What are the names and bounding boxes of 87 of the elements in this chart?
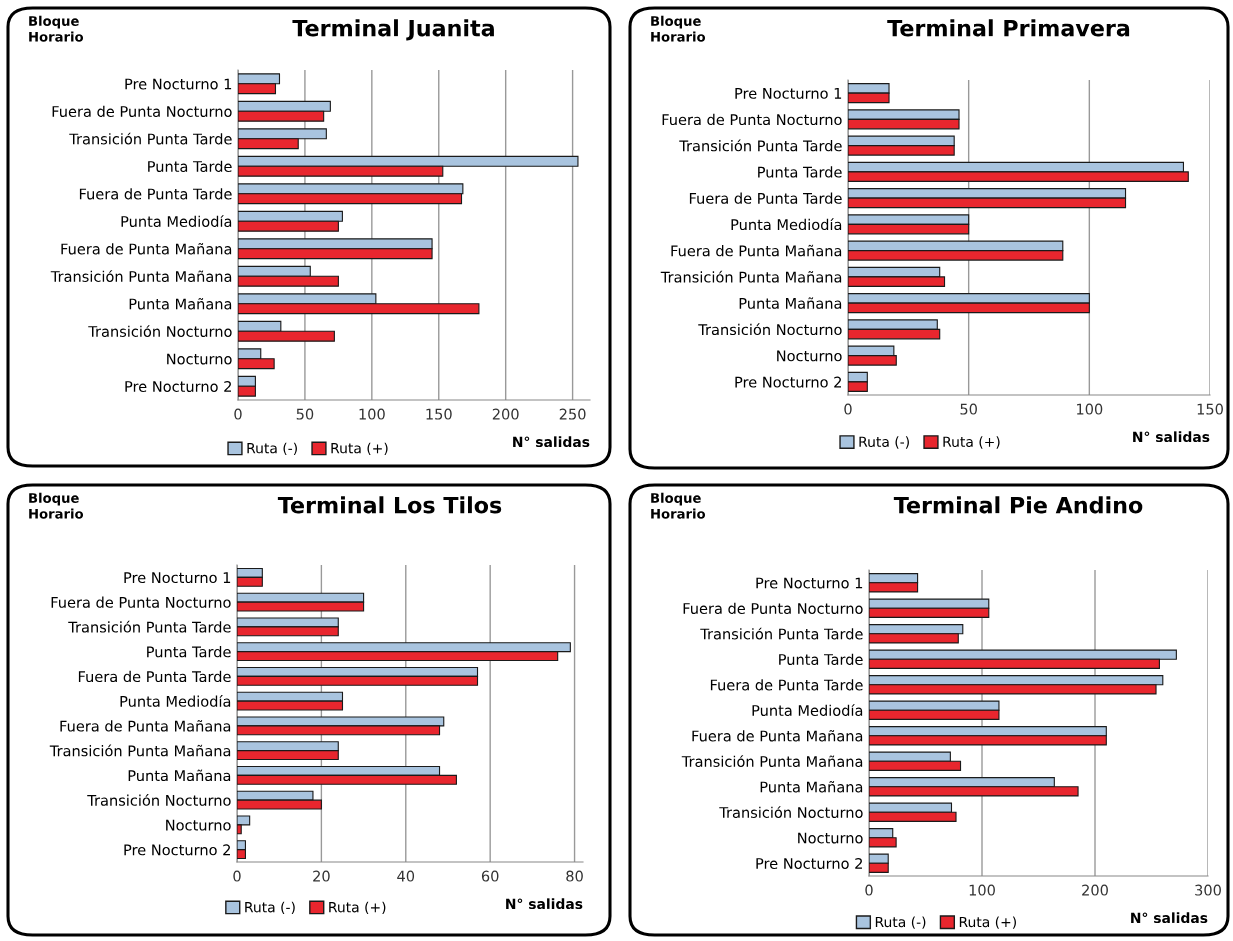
y-tick-label: Punta Mañana [739, 297, 842, 309]
y-tick-label: Fuera de Punta Nocturno [662, 113, 842, 126]
y-tick-label: Fuera de Punta Mañana [61, 242, 232, 255]
y-tick-label: Punta Mañana [129, 297, 232, 310]
y-tick-label: Transición Punta Tarde [700, 627, 863, 640]
y-tick-label: Punta Mediodía [752, 704, 863, 716]
y-axis-title: Bloque Horario [29, 15, 84, 42]
y-tick-label: Pre Nocturno 1 [125, 78, 232, 90]
y-tick-label: Pre Nocturno 1 [756, 577, 863, 589]
y-tick-label: Transición Punta Tarde [679, 139, 842, 152]
y-tick-label: Fuera de Punta Nocturno [52, 105, 232, 117]
x-axis-title: N° salidas [1133, 431, 1210, 443]
chart-title: Terminal Primavera [887, 19, 1130, 37]
y-tick-label: Fuera de Punta Tarde [710, 679, 863, 691]
y-tick-label: Transición Nocturno [87, 794, 231, 806]
legend-label: Ruta (+) [331, 442, 388, 455]
y-tick-label: Transición Punta Tarde [68, 620, 231, 633]
x-tick-label: 0 [233, 870, 241, 882]
x-tick-label: 100 [1077, 403, 1103, 415]
y-tick-label: Fuera de Punta Tarde [79, 188, 232, 200]
y-axis-title: Bloque Horario [651, 492, 706, 519]
y-tick-label: Nocturno [167, 353, 232, 365]
y-tick-label: Pre Nocturno 1 [124, 572, 231, 584]
y-tick-label: Pre Nocturno 2 [756, 857, 862, 869]
y-tick-label: Transición Nocturno [719, 806, 863, 818]
legend-label: Ruta (-) [875, 916, 926, 929]
y-tick-label: Nocturno [166, 819, 231, 831]
legend-label: Ruta (-) [245, 901, 295, 915]
y-tick-label: Fuera de Punta Nocturno [51, 596, 231, 608]
y-tick-label: Punta Mediodía [731, 218, 842, 231]
y-tick-label: Pre Nocturno 2 [125, 380, 231, 392]
y-tick-label: Fuera de Punta Tarde [78, 670, 231, 683]
y-tick-label: Fuera de Punta Nocturno [683, 602, 863, 614]
y-tick-label: Pre Nocturno 2 [735, 376, 841, 388]
y-tick-label: Transición Punta Tarde [69, 132, 232, 145]
x-tick-label: 60 [481, 870, 499, 882]
y-tick-label: Fuera de Punta Mañana [692, 729, 863, 742]
y-tick-label: Punta Mañana [128, 769, 231, 782]
x-tick-label: 0 [844, 403, 852, 415]
y-tick-label: Punta Mediodía [120, 695, 231, 707]
y-tick-label: Nocturno [798, 832, 863, 844]
y-axis-title: Bloque Horario [29, 492, 84, 519]
x-tick-label: 80 [566, 870, 583, 882]
y-tick-label: Punta Mañana [760, 780, 863, 793]
x-tick-label: 100 [359, 408, 385, 420]
legend-label: Ruta (+) [943, 436, 1000, 449]
y-tick-label: Fuera de Punta Tarde [689, 192, 842, 204]
x-tick-label: 20 [313, 870, 330, 882]
x-tick-label: 150 [426, 408, 452, 420]
y-tick-label: Punta Mediodía [121, 215, 232, 227]
legend-label: Ruta (-) [859, 436, 909, 449]
x-axis-title: N° salidas [1131, 912, 1208, 924]
x-tick-label: 150 [1197, 403, 1223, 415]
y-tick-label: Transición Punta Mañana [50, 270, 232, 282]
x-tick-label: 0 [234, 408, 242, 420]
y-tick-label: Punta Tarde [779, 653, 863, 665]
legend-label: Ruta (-) [247, 442, 297, 455]
y-tick-label: Nocturno [777, 350, 842, 362]
y-tick-label: Fuera de Punta Mañana [671, 244, 842, 257]
x-tick-label: 200 [1082, 884, 1108, 896]
y-tick-label: Transición Punta Mañana [49, 744, 231, 757]
x-tick-label: 100 [969, 884, 995, 896]
chart-title: Terminal Pie Andino [893, 496, 1143, 514]
y-tick-label: Pre Nocturno 1 [735, 88, 842, 99]
x-tick-label: 50 [960, 403, 977, 415]
y-tick-label: Transición Punta Mañana [660, 270, 842, 283]
x-tick-label: 50 [296, 408, 314, 420]
y-axis-title: Bloque Horario [651, 15, 706, 42]
chart-title: Terminal Juanita [292, 19, 494, 41]
y-tick-label: Punta Tarde [147, 646, 231, 658]
y-tick-label: Punta Tarde [148, 160, 232, 172]
y-tick-label: Transición Nocturno [698, 323, 842, 336]
chart-title: Terminal Los Tilos [277, 496, 502, 514]
y-tick-label: Transición Nocturno [88, 325, 232, 337]
x-tick-label: 250 [559, 408, 586, 420]
x-tick-label: 40 [397, 870, 415, 882]
legend-label: Ruta (+) [959, 916, 1016, 929]
y-tick-label: Pre Nocturno 2 [124, 844, 230, 856]
legend-label: Ruta (+) [329, 901, 386, 915]
x-tick-label: 0 [865, 884, 873, 896]
y-tick-label: Fuera de Punta Mañana [60, 720, 231, 732]
x-axis-title: N° salidas [513, 436, 590, 448]
x-tick-label: 200 [492, 408, 519, 420]
y-tick-label: Transición Punta Mañana [681, 755, 863, 767]
y-tick-label: Punta Tarde [758, 166, 842, 178]
x-axis-title: N° salidas [506, 898, 583, 910]
x-tick-label: 300 [1195, 884, 1221, 896]
